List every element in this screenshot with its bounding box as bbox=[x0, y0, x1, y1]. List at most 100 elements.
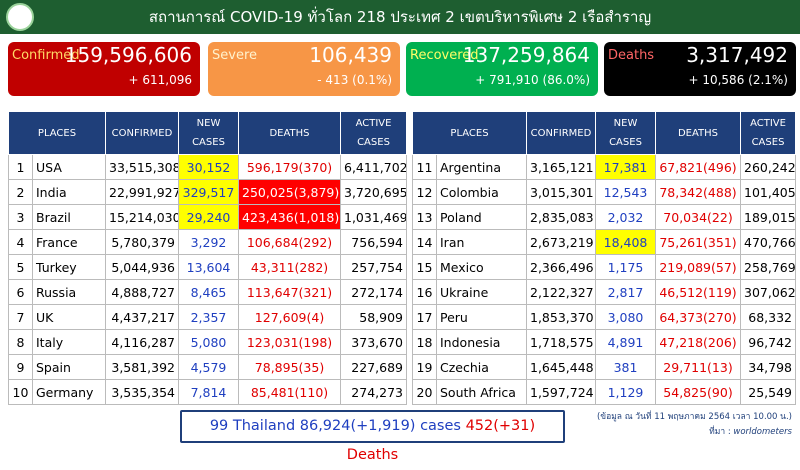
cell: 78,895(35) bbox=[238, 354, 341, 380]
thailand-box: 99 Thailand 86,924(+1,919) cases 452(+31… bbox=[180, 410, 565, 463]
card-value: 137,259,864 bbox=[462, 43, 590, 67]
column-header: DEATHS bbox=[238, 111, 341, 155]
cell: Brazil bbox=[32, 204, 106, 230]
cell: 70,034(22) bbox=[655, 204, 741, 230]
cell: 4,891 bbox=[595, 329, 656, 355]
cell: 189,015 bbox=[740, 204, 796, 230]
table-row: 4 France 5,780,379 3,292 106,684(292) 756,594 bbox=[8, 229, 407, 255]
cell: 75,261(351) bbox=[655, 229, 741, 255]
table-row: 11 Argentina 3,165,121 17,381 67,821(496) 260… bbox=[412, 154, 796, 180]
cell: South Africa bbox=[436, 379, 527, 405]
table-row: 18 Indonesia 1,718,575 4,891 47,218(206) 96,7… bbox=[412, 329, 796, 355]
thailand-cases: 99 Thailand 86,924(+1,919) cases bbox=[209, 418, 461, 434]
cell: 2,122,327 bbox=[526, 279, 596, 305]
cell: 3,015,301 bbox=[526, 179, 596, 205]
column-header: NEW CASES bbox=[178, 111, 239, 155]
cell: 2,817 bbox=[595, 279, 656, 305]
cell: 7,814 bbox=[178, 379, 239, 405]
table-row: 5 Turkey 5,044,936 13,604 43,311(282) 257,754 bbox=[8, 254, 407, 280]
cell: 219,089(57) bbox=[655, 254, 741, 280]
cell: 54,825(90) bbox=[655, 379, 741, 405]
cell: 596,179(370) bbox=[238, 154, 341, 180]
cell: 7 bbox=[8, 304, 33, 330]
cell: Colombia bbox=[436, 179, 527, 205]
cell: 3,080 bbox=[595, 304, 656, 330]
cell: 6 bbox=[8, 279, 33, 305]
cell: 25,549 bbox=[740, 379, 796, 405]
cell: 4,579 bbox=[178, 354, 239, 380]
card-value: 106,439 bbox=[309, 43, 392, 67]
cell: 13 bbox=[412, 204, 437, 230]
cell: 14 bbox=[412, 229, 437, 255]
header: สถานการณ์ COVID-19 ทั่วโลก 218 ประเทศ 2 … bbox=[0, 0, 800, 34]
header-row: PLACES CONFIRMED NEW CASES DEATHS ACTIVE CAS… bbox=[8, 111, 407, 155]
card-label: Deaths bbox=[608, 48, 655, 63]
cell: Ukraine bbox=[436, 279, 527, 305]
cell: 30,152 bbox=[178, 154, 239, 180]
column-header: ACTIVE CASES bbox=[340, 111, 407, 155]
source-label: ที่มา : bbox=[709, 427, 731, 437]
cell: 227,689 bbox=[340, 354, 407, 380]
cell: 1,175 bbox=[595, 254, 656, 280]
cell: 1 bbox=[8, 154, 33, 180]
cell: UK bbox=[32, 304, 106, 330]
card-change: + 611,096 bbox=[128, 73, 193, 87]
note: (ข้อมูล ณ วันที่ 11 พฤษภาคม 2564 เวลา 10… bbox=[597, 410, 792, 440]
cell: India bbox=[32, 179, 106, 205]
cell: 15 bbox=[412, 254, 437, 280]
cell: Indonesia bbox=[436, 329, 527, 355]
cell: 5,780,379 bbox=[105, 229, 179, 255]
cell: 3,535,354 bbox=[105, 379, 179, 405]
table-row: 9 Spain 3,581,392 4,579 78,895(35) 227,689 bbox=[8, 354, 407, 380]
cell: 1,031,469 bbox=[340, 204, 407, 230]
table-row: 2 India 22,991,927 329,517 250,025(3,879) 3,7… bbox=[8, 179, 407, 205]
cell: 123,031(198) bbox=[238, 329, 341, 355]
cell: Czechia bbox=[436, 354, 527, 380]
cell: 5,080 bbox=[178, 329, 239, 355]
cell: Italy bbox=[32, 329, 106, 355]
cell: 15,214,030 bbox=[105, 204, 179, 230]
table-row: 7 UK 4,437,217 2,357 127,609(4) 58,909 bbox=[8, 304, 407, 330]
cell: 43,311(282) bbox=[238, 254, 341, 280]
cell: 3,581,392 bbox=[105, 354, 179, 380]
card-change: + 10,586 (2.1%) bbox=[688, 73, 788, 87]
cell: 1,129 bbox=[595, 379, 656, 405]
cell: 19 bbox=[412, 354, 437, 380]
cell: 4,888,727 bbox=[105, 279, 179, 305]
cell: Mexico bbox=[436, 254, 527, 280]
cell: Poland bbox=[436, 204, 527, 230]
cell: 47,218(206) bbox=[655, 329, 741, 355]
cell: 1,597,724 bbox=[526, 379, 596, 405]
cell: 2,835,083 bbox=[526, 204, 596, 230]
table-row: 6 Russia 4,888,727 8,465 113,647(321) 272,174 bbox=[8, 279, 407, 305]
card: Confirmed 159,596,606 + 611,096 bbox=[8, 42, 200, 96]
table-row: 10 Germany 3,535,354 7,814 85,481(110) 274,27… bbox=[8, 379, 407, 405]
cell: 4,116,287 bbox=[105, 329, 179, 355]
cell: 756,594 bbox=[340, 229, 407, 255]
cell: 9 bbox=[8, 354, 33, 380]
logo bbox=[6, 3, 34, 31]
cell: 12,543 bbox=[595, 179, 656, 205]
table-row: 17 Peru 1,853,370 3,080 64,373(270) 68,332 bbox=[412, 304, 796, 330]
card-label: Severe bbox=[212, 48, 257, 63]
card-value: 159,596,606 bbox=[64, 43, 192, 67]
cell: 101,405 bbox=[740, 179, 796, 205]
column-header: CONFIRMED bbox=[526, 111, 596, 155]
cell: France bbox=[32, 229, 106, 255]
card: Severe 106,439 - 413 (0.1%) bbox=[208, 42, 400, 96]
data-table: PLACES CONFIRMED NEW CASES DEATHS ACTIVE CAS… bbox=[8, 111, 407, 405]
card-label: Recovered bbox=[410, 48, 479, 63]
cell: 13,604 bbox=[178, 254, 239, 280]
cell: 1,853,370 bbox=[526, 304, 596, 330]
table-row: 19 Czechia 1,645,448 381 29,711(13) 34,798 bbox=[412, 354, 796, 380]
cell: 257,754 bbox=[340, 254, 407, 280]
card-change: - 413 (0.1%) bbox=[317, 73, 392, 87]
cell: 64,373(270) bbox=[655, 304, 741, 330]
cell: Peru bbox=[436, 304, 527, 330]
card: Deaths 3,317,492 + 10,586 (2.1%) bbox=[604, 42, 796, 96]
cell: 2,673,219 bbox=[526, 229, 596, 255]
cell: 34,798 bbox=[740, 354, 796, 380]
column-header: ACTIVE CASES bbox=[740, 111, 796, 155]
cell: 11 bbox=[412, 154, 437, 180]
